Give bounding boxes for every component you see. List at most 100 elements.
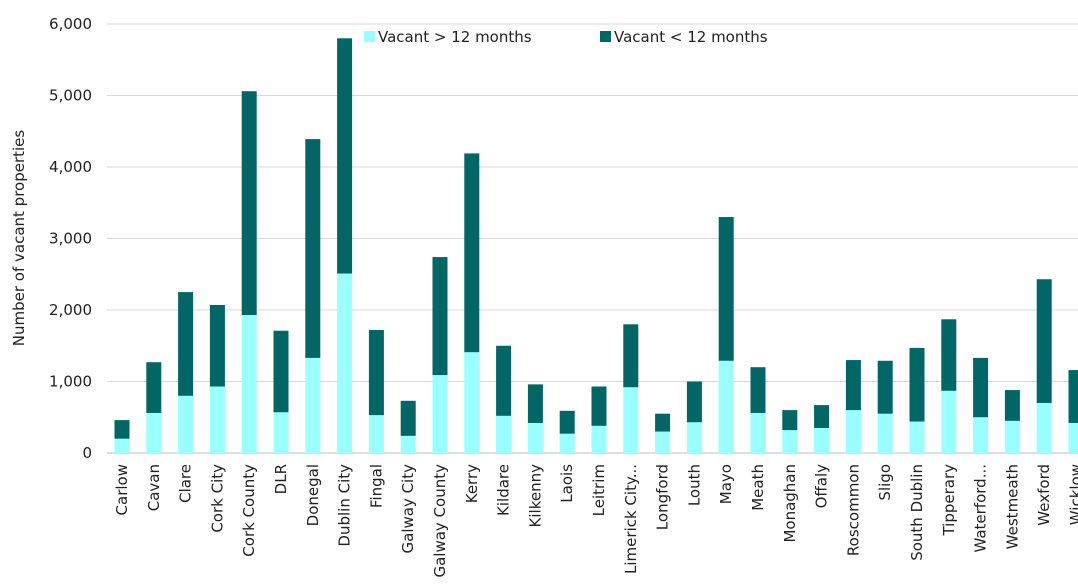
bar-under-12-months bbox=[464, 153, 480, 353]
x-category-label: Tipperary bbox=[940, 464, 958, 537]
bar-under-12-months bbox=[845, 360, 861, 411]
bar-under-12-months bbox=[591, 386, 607, 426]
bar-over-12-months bbox=[686, 422, 702, 453]
bar-under-12-months bbox=[623, 324, 639, 388]
bar-under-12-months bbox=[146, 362, 162, 413]
x-category-label: Monaghan bbox=[781, 464, 799, 543]
bar-under-12-months bbox=[305, 139, 321, 358]
bar-under-12-months bbox=[1004, 390, 1020, 421]
bar-over-12-months bbox=[241, 315, 257, 453]
bar-under-12-months bbox=[750, 367, 766, 413]
x-category-label: Waterford... bbox=[972, 464, 990, 553]
bar-over-12-months bbox=[559, 433, 575, 453]
bar-under-12-months bbox=[368, 330, 384, 416]
bar-over-12-months bbox=[527, 422, 543, 453]
bar-over-12-months bbox=[368, 415, 384, 453]
y-tick-label: 5,000 bbox=[49, 87, 92, 105]
legend-label-under-12-months: Vacant < 12 months bbox=[614, 28, 768, 46]
bar-under-12-months bbox=[655, 413, 671, 432]
x-category-label: Laois bbox=[558, 464, 576, 503]
bar-over-12-months bbox=[941, 390, 957, 453]
bars bbox=[114, 38, 1078, 453]
bar-over-12-months bbox=[1068, 422, 1078, 453]
bar-under-12-months bbox=[559, 410, 575, 434]
bar-under-12-months bbox=[400, 400, 416, 436]
bar-under-12-months bbox=[718, 217, 734, 361]
bar-over-12-months bbox=[973, 417, 989, 453]
x-category-label: Galway City bbox=[399, 464, 417, 554]
x-category-label: Fingal bbox=[367, 464, 385, 508]
bar-over-12-months bbox=[750, 412, 766, 453]
legend-swatch-over-12-months bbox=[364, 31, 375, 42]
bar-under-12-months bbox=[814, 405, 830, 428]
bar-under-12-months bbox=[114, 420, 130, 439]
bar-over-12-months bbox=[337, 273, 353, 453]
bar-over-12-months bbox=[464, 352, 480, 453]
x-category-label: Mayo bbox=[717, 464, 735, 504]
x-category-label: Sligo bbox=[876, 464, 894, 501]
x-category-label: Dublin City bbox=[336, 464, 354, 547]
x-category-label: South Dublin bbox=[908, 464, 926, 561]
y-axis-title: Number of vacant properties bbox=[10, 130, 28, 347]
bar-over-12-months bbox=[655, 431, 671, 453]
bar-over-12-months bbox=[305, 357, 321, 453]
bar-under-12-months bbox=[877, 360, 893, 414]
x-category-label: Clare bbox=[177, 464, 195, 503]
x-category-label: Kilkenny bbox=[526, 464, 544, 528]
bar-over-12-months bbox=[114, 438, 130, 453]
x-category-label: Limerick City... bbox=[622, 464, 640, 574]
legend-label-over-12-months: Vacant > 12 months bbox=[378, 28, 532, 46]
bar-over-12-months bbox=[814, 427, 830, 453]
x-category-label: Donegal bbox=[304, 464, 322, 526]
x-category-label: Cavan bbox=[145, 464, 163, 511]
x-category-label: Kildare bbox=[495, 464, 513, 516]
bar-over-12-months bbox=[273, 412, 289, 453]
y-tick-label: 0 bbox=[82, 444, 92, 462]
bar-under-12-months bbox=[909, 347, 925, 422]
bar-under-12-months bbox=[782, 410, 798, 431]
x-category-label: Meath bbox=[749, 464, 767, 511]
bar-over-12-months bbox=[1036, 402, 1052, 453]
bar-under-12-months bbox=[241, 91, 257, 316]
gridlines bbox=[107, 23, 1078, 454]
bar-over-12-months bbox=[496, 415, 512, 453]
y-tick-label: 6,000 bbox=[49, 15, 92, 33]
bar-under-12-months bbox=[178, 292, 194, 396]
bar-over-12-months bbox=[209, 386, 225, 453]
bar-under-12-months bbox=[432, 257, 448, 376]
bar-under-12-months bbox=[527, 384, 543, 423]
x-category-labels: Carlow Cavan Clare Cork City Cork County DLR D… bbox=[113, 464, 1078, 578]
x-category-label: Carlow bbox=[113, 464, 131, 515]
x-category-label: Leitrim bbox=[590, 464, 608, 516]
bar-under-12-months bbox=[209, 304, 225, 387]
bar-over-12-months bbox=[591, 425, 607, 453]
bar-under-12-months bbox=[273, 330, 289, 413]
bar-under-12-months bbox=[973, 357, 989, 418]
legend: Vacant > 12 months Vacant < 12 months bbox=[364, 28, 768, 46]
bar-under-12-months bbox=[1036, 279, 1052, 403]
x-category-label: Wicklow bbox=[1067, 464, 1078, 525]
bar-under-12-months bbox=[496, 345, 512, 416]
x-category-label: Westmeath bbox=[1003, 464, 1021, 549]
bar-over-12-months bbox=[718, 360, 734, 453]
x-category-label: Kerry bbox=[463, 464, 481, 503]
y-tick-label: 1,000 bbox=[49, 373, 92, 391]
bar-over-12-months bbox=[782, 430, 798, 453]
bar-under-12-months bbox=[941, 319, 957, 391]
x-category-label: DLR bbox=[272, 464, 290, 494]
y-tick-label: 4,000 bbox=[49, 158, 92, 176]
x-category-label: Wexford bbox=[1035, 464, 1053, 526]
bar-over-12-months bbox=[877, 413, 893, 453]
x-category-label: Offaly bbox=[813, 464, 831, 509]
bar-under-12-months bbox=[686, 381, 702, 423]
y-tick-label: 2,000 bbox=[49, 301, 92, 319]
y-tick-label: 3,000 bbox=[49, 230, 92, 248]
bar-over-12-months bbox=[432, 375, 448, 453]
x-category-label: Cork City bbox=[208, 464, 226, 533]
x-category-label: Cork County bbox=[240, 464, 258, 557]
y-tick-labels: 0 1,000 2,000 3,000 4,000 5,000 6,000 bbox=[49, 15, 92, 462]
x-category-label: Longford bbox=[654, 464, 672, 530]
bar-over-12-months bbox=[178, 395, 194, 453]
bar-over-12-months bbox=[845, 410, 861, 453]
